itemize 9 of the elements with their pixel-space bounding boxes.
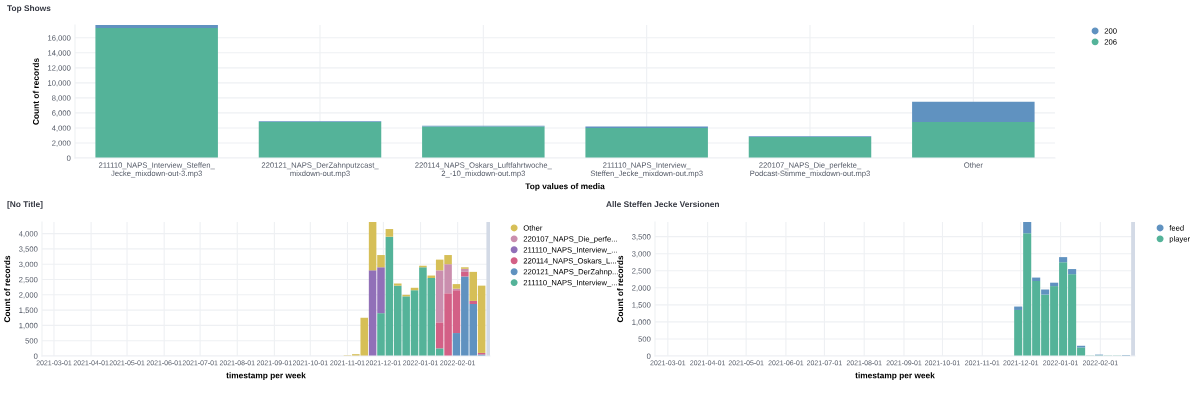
x-axis-title: timestamp per week	[226, 372, 306, 380]
x-axis-title: Top values of media	[525, 183, 605, 191]
y-axis-title: Count of records	[4, 255, 11, 323]
chart-title: Alle Steffen Jecke Versionen	[606, 201, 719, 208]
x-axis-title: timestamp per week	[855, 372, 935, 380]
chart-title: [No Title]	[7, 201, 43, 209]
chart-title: Top Shows	[7, 5, 51, 13]
y-axis-title: Count of records	[32, 58, 39, 125]
y-axis-title: Count of records	[617, 255, 624, 323]
